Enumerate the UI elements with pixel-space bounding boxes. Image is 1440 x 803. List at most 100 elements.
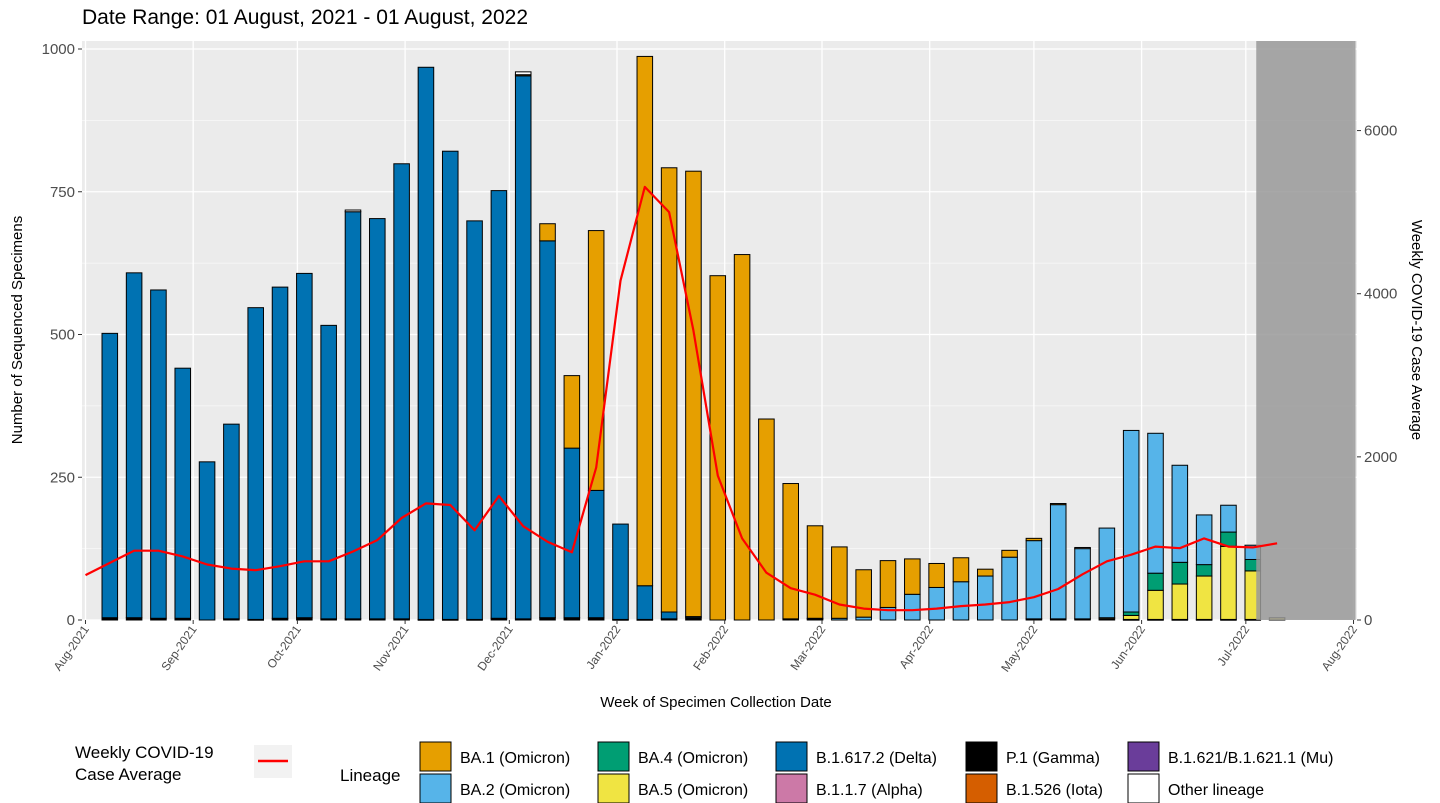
legend-label: B.1.526 (Iota) [1006,782,1103,799]
legend-swatch [419,741,452,772]
legend-swatch [419,773,452,803]
x-tick-label: Apr-2022 [896,622,936,671]
bar-segment [733,254,751,621]
case-average [85,185,1278,612]
bar-segment [466,220,483,620]
bar-segment [344,209,362,213]
bar-segment [782,483,800,620]
bar-segment [1098,527,1116,619]
x-tick-label: Feb-2022 [690,622,731,672]
bar-segment [660,611,678,620]
bar-segment [514,75,532,620]
bar-segment [369,218,386,620]
legend-items: BA.1 (Omicron) BA.2 (Omicron) BA.4 (Omicro… [419,741,1333,803]
legend-line-title-2: Case Average [75,765,181,784]
bar-segment [1049,503,1067,506]
y-tick-label: 500 [50,327,75,344]
bar-segment [587,489,605,619]
x-tick-label: Jan-2022 [583,622,623,671]
y-tick-label: 0 [67,612,75,629]
legend-label: B.1.621/B.1.621.1 (Mu) [1168,750,1333,767]
bar-segment [1195,514,1213,566]
bar-segment [344,211,362,620]
bar-segment [101,332,119,619]
bar-segment [1220,504,1237,533]
bar-segment [1074,548,1091,620]
legend-label: BA.5 (Omicron) [638,782,748,799]
x-tick-label: Aug-2021 [51,622,93,673]
bar-segment [1147,432,1164,574]
bar-segment [1171,561,1189,585]
x-axis-label: Week of Specimen Collection Date [600,694,832,711]
bar-segment [1195,575,1213,620]
x-tick-label: Jun-2022 [1108,622,1148,671]
bar-segment [1025,540,1043,620]
y-tick-label: 1000 [42,41,75,58]
legend-swatch [775,773,808,803]
bar-segment [1001,549,1018,558]
y-right-tick-label: 2000 [1364,449,1397,466]
bar-segment [539,223,556,242]
bar-segment [928,562,945,588]
bar-segment [1220,545,1237,620]
legend-label: P.1 (Gamma) [1006,750,1100,767]
legend-swatch [1127,741,1160,772]
bar-segment [904,558,921,595]
recent-data-shade [1256,41,1356,620]
bar-segment [441,150,459,620]
legend-swatch [597,773,630,803]
bar-segment [320,324,337,620]
legend: Weekly COVID-19 Case Average Lineage BA.… [75,741,1333,803]
legend-label: BA.2 (Omicron) [460,782,570,799]
bar-segment [393,163,410,620]
y-axis-right-label: Weekly COVID-19 Case Average [1408,220,1425,440]
y-right-tick-label: 6000 [1364,123,1397,140]
bar-segment [539,240,556,619]
x-tick-label: Aug-2022 [1319,622,1361,673]
bar-segment [1049,504,1067,620]
bar-segment [271,286,289,619]
bar-segment [514,71,532,76]
legend-swatch [775,741,808,772]
legend-label: B.1.1.7 (Alpha) [816,782,923,799]
bar-segment [904,593,921,621]
chart-title: Date Range: 01 August, 2021 - 01 August,… [82,6,528,29]
y-right-tick-label: 0 [1364,612,1372,629]
x-tick-label: Mar-2022 [788,622,829,672]
bar-segment [1147,572,1164,591]
bar-segment [1195,564,1213,577]
bar-segment [1122,614,1140,620]
bar-segment [660,167,678,613]
legend-swatch [965,773,998,803]
bar-segment [563,375,581,449]
legend-line-title-1: Weekly COVID-19 [75,743,214,762]
legend-swatch [597,741,630,772]
x-tick-label: Jul-2022 [1214,622,1252,668]
x-tick-label: Dec-2021 [474,622,515,673]
x-tick-label: Oct-2021 [264,622,304,671]
bar-segment [296,272,313,619]
legend-swatch [1127,773,1160,803]
bar-segment [952,581,970,621]
bar-segment [685,170,702,618]
y-tick-label: 750 [50,184,75,201]
bar-segment [806,525,824,619]
bar-segment [247,307,264,620]
bar-segment [928,586,945,621]
bar-segment [879,560,897,608]
bar-segment [952,557,970,583]
bar-segment [1025,537,1043,542]
x-tick-label: Sep-2021 [158,622,200,673]
legend-swatch [965,741,998,772]
bar-segment [1001,556,1018,621]
bar-segment [587,230,605,491]
bar-segment [1171,464,1189,563]
bar-segment [758,418,775,621]
legend-label: B.1.617.2 (Delta) [816,750,937,767]
bar-segment [1171,583,1189,620]
bar-segment [417,66,435,620]
bar-segment [1074,546,1091,550]
legend-label: BA.1 (Omicron) [460,750,570,767]
bar-segment [976,575,994,621]
